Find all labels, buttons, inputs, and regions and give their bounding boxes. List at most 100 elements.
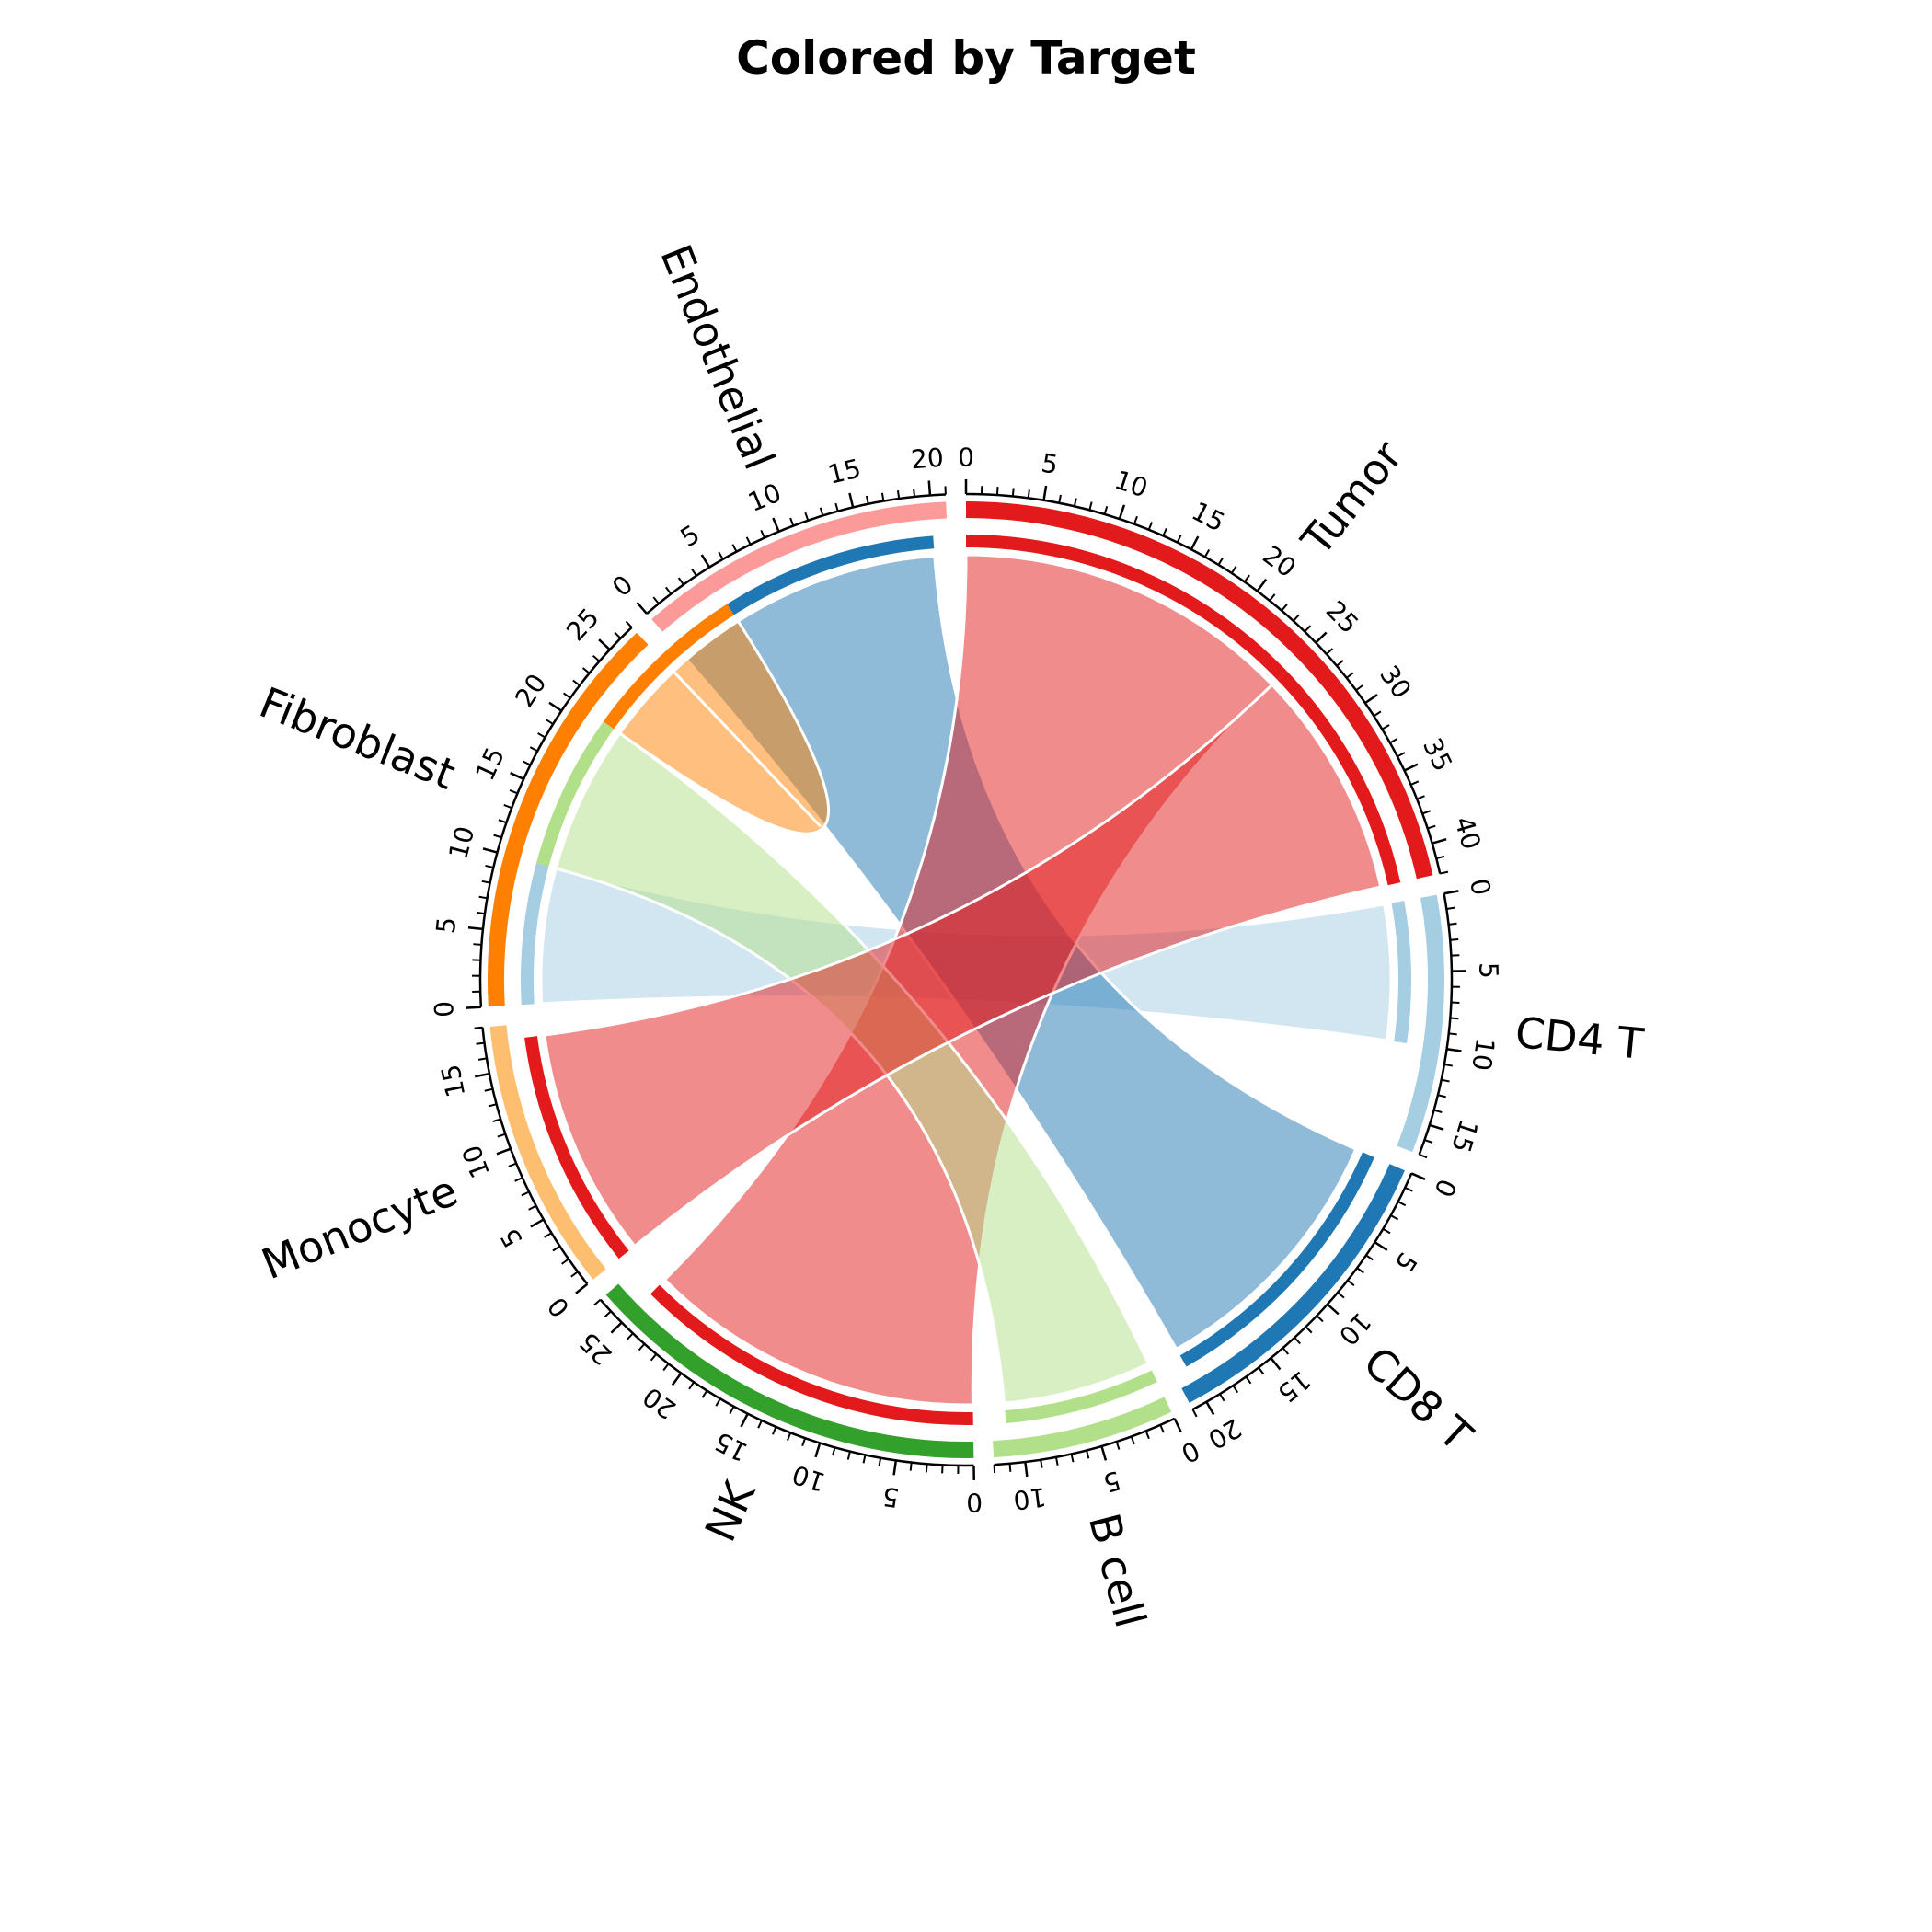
tick-mark [1100, 1445, 1108, 1461]
tick-mark [1282, 1347, 1290, 1355]
tick-label: 40 [1448, 813, 1487, 853]
tick-mark [1437, 1094, 1446, 1098]
tick-mark [548, 701, 563, 712]
tick-mark [1256, 578, 1268, 592]
tick-mark [700, 554, 711, 569]
tick-mark [627, 1332, 634, 1340]
tick-mark [1159, 1424, 1165, 1433]
tick-axis-monocyte [481, 1027, 589, 1285]
tick-mark [510, 772, 524, 780]
tick-mark [801, 1437, 807, 1447]
sector-label-endothelial: Endothelial [650, 237, 785, 476]
tick-mark [493, 834, 502, 839]
tick-mark [1203, 549, 1211, 558]
tick-mark [1024, 1461, 1029, 1478]
tick-label: 0 [1177, 1434, 1204, 1468]
tick-mark [814, 1443, 822, 1458]
tick-mark [497, 1133, 506, 1138]
tick-mark [1294, 1337, 1301, 1345]
tick-label: 0 [429, 1000, 460, 1018]
sector-arc-cd8-t [1181, 1164, 1405, 1403]
tick-mark [701, 1390, 708, 1398]
tick-mark [484, 1087, 493, 1092]
tick-mark [804, 512, 810, 522]
link-track-cd4-t-in [1391, 901, 1412, 1043]
tick-mark [1304, 625, 1312, 633]
sector-label-monocyte: Monocyte [255, 1166, 465, 1290]
tick-label: 10 [1110, 465, 1151, 504]
sector-arcs-layer [487, 501, 1444, 1458]
tick-label: 5 [1039, 448, 1060, 480]
tick-mark [1130, 1436, 1135, 1445]
sector-label-fibroblast: Fibroblast [253, 677, 462, 799]
tick-label: 0 [606, 569, 638, 604]
tick-axis-cd4-t [1418, 893, 1454, 1156]
tick-mark [1316, 1315, 1324, 1323]
tick-mark [1133, 515, 1138, 525]
tick-mark [563, 692, 571, 699]
tick-mark [1205, 1401, 1215, 1416]
tick-mark [1162, 527, 1167, 536]
tick-mark [476, 911, 486, 915]
tick-mark [1244, 574, 1250, 583]
tick-mark [1390, 1214, 1399, 1221]
tick-mark [1427, 824, 1436, 830]
tick-mark [1176, 535, 1182, 544]
tick-mark [1389, 738, 1398, 744]
tick-mark [537, 732, 546, 739]
tick-mark [715, 1397, 721, 1407]
sector-arc-cd4-t [1397, 894, 1444, 1153]
tick-mark [1373, 710, 1382, 718]
tick-mark [1356, 1267, 1364, 1274]
tick-mark [1404, 1186, 1413, 1192]
tick-axis-endothelial [646, 493, 946, 615]
tick-mark [1326, 648, 1334, 655]
tick-mark [1347, 1279, 1355, 1287]
link-track-fibroblast-out [535, 721, 615, 867]
tick-mark [521, 1190, 530, 1197]
tick-mark [896, 489, 901, 500]
tick-mark [508, 1162, 517, 1167]
tick-label: 20 [1203, 1412, 1247, 1455]
tick-mark [1103, 506, 1109, 515]
tick-label: 15 [1187, 496, 1230, 538]
link-track-nk-out [650, 1284, 973, 1426]
tick-mark [1173, 1418, 1182, 1432]
tick-mark [488, 1103, 497, 1108]
tick-label: 10 [1333, 1306, 1377, 1351]
tick-mark [570, 1271, 579, 1278]
tick-mark [1448, 922, 1457, 926]
tick-mark [544, 1232, 552, 1238]
link-track-b-cell-in [1005, 1370, 1157, 1424]
sector-arc-monocyte [489, 1025, 606, 1280]
tick-mark [482, 847, 498, 854]
link-track-endothelial-out [673, 535, 935, 654]
tick-label: 10 [443, 823, 480, 863]
tick-mark [572, 679, 581, 686]
tick-mark [1450, 937, 1459, 941]
tick-mark [474, 1026, 483, 1029]
tick-mark [478, 895, 488, 900]
tick-label: 25 [560, 603, 604, 648]
tick-mark [1424, 1139, 1433, 1144]
tick-mark [1436, 855, 1445, 860]
tick-label: 0 [1428, 1175, 1462, 1202]
tick-mark [1443, 890, 1459, 895]
tick-mark [1382, 1227, 1391, 1235]
tick-mark [625, 620, 633, 628]
sector-arc-b-cell [993, 1397, 1172, 1458]
tick-label: 10 [743, 477, 786, 518]
tick-mark [691, 568, 697, 577]
tick-label: 10 [788, 1459, 829, 1498]
tick-mark [1346, 672, 1354, 679]
tick-mark [581, 667, 591, 674]
tick-mark [772, 517, 780, 533]
tick-label: 15 [435, 1062, 471, 1099]
tick-mark [1070, 1454, 1075, 1463]
tick-mark [475, 1072, 490, 1078]
sector-arc-fibroblast [487, 632, 649, 1007]
tick-mark [1088, 501, 1093, 511]
tick-mark [1245, 1375, 1252, 1385]
tick-mark [1448, 1032, 1457, 1036]
